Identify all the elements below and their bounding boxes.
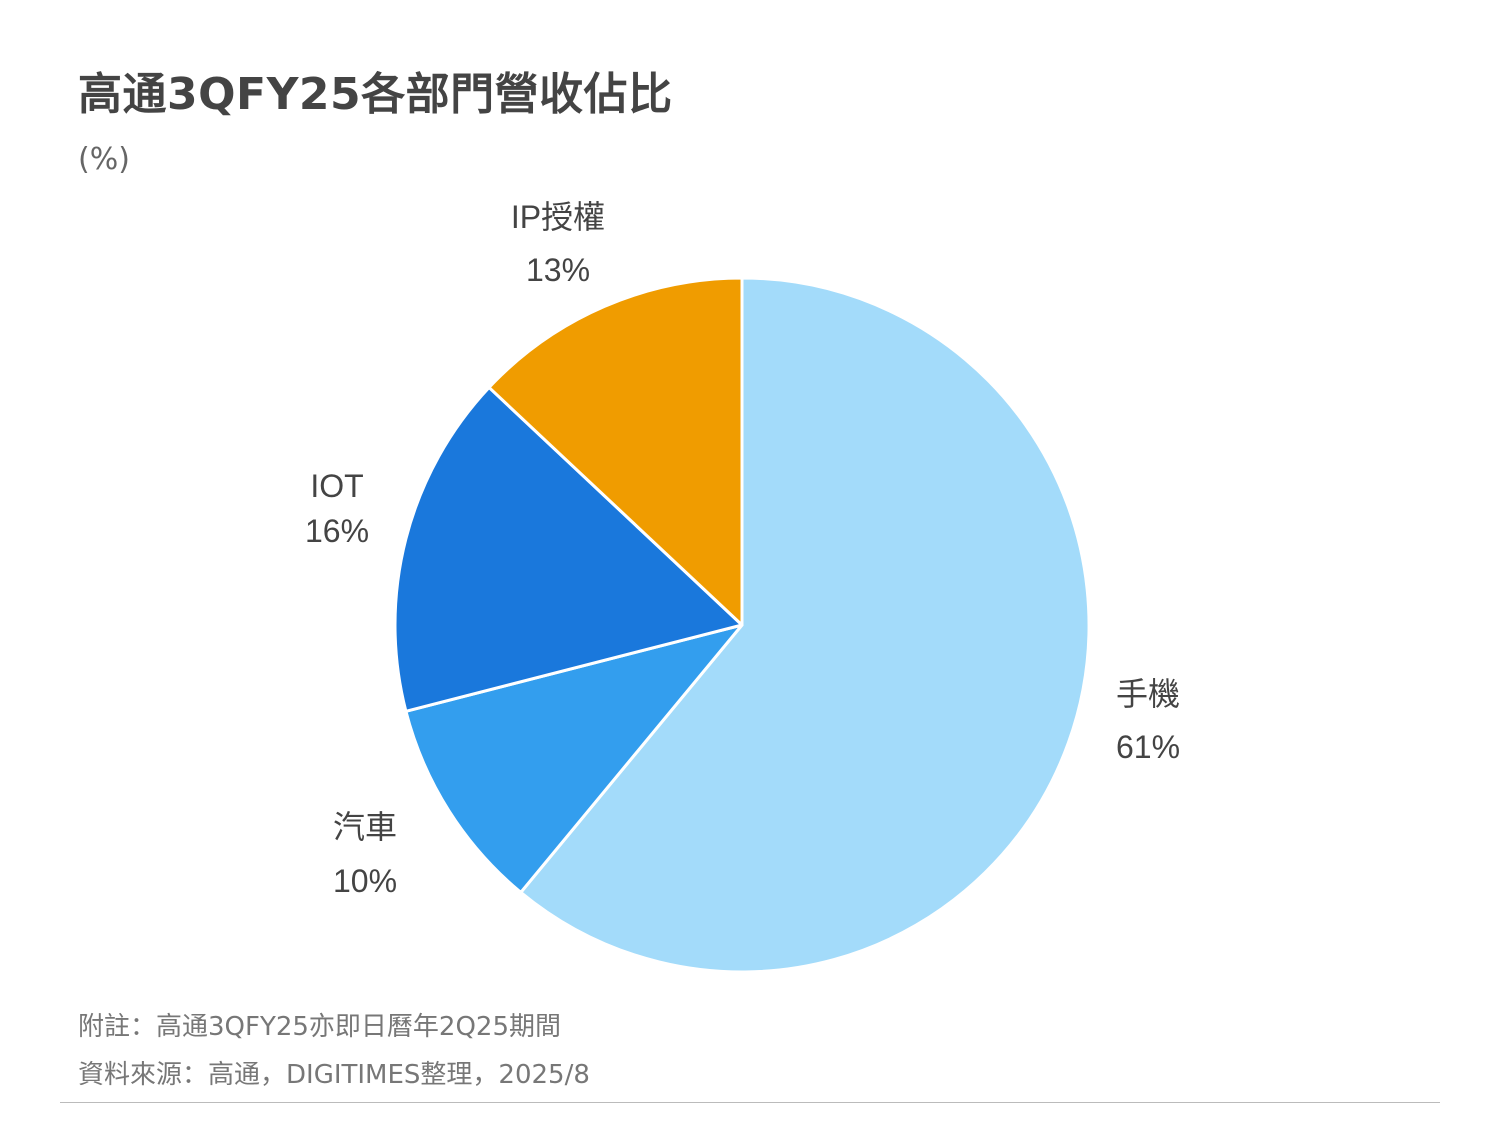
pie-slices bbox=[393, 276, 1091, 974]
slice-label-2: IOT bbox=[310, 468, 363, 504]
pie-slice-3 bbox=[487, 276, 744, 627]
slice-value-label-0: 61% bbox=[1116, 729, 1180, 765]
pie-slice-2 bbox=[393, 385, 744, 713]
slice-label-3: IP授權 bbox=[511, 199, 605, 235]
chart-title: 高通3QFY25各部門營收佔比 bbox=[78, 69, 673, 120]
source-note: 資料來源：高通，DIGITIMES整理，2025/8 bbox=[78, 1060, 590, 1090]
unit-label: (%) bbox=[78, 142, 130, 177]
pie-slice-1 bbox=[404, 623, 744, 894]
slice-value-label-1: 10% bbox=[333, 863, 397, 899]
pie-labels: 手機 61% 汽車 10% IOT 16% IP授權 13% bbox=[305, 199, 1180, 899]
slice-value-label-3: 13% bbox=[526, 252, 590, 288]
footnote: 附註：高通3QFY25亦即日曆年2Q25期間 bbox=[78, 1012, 562, 1042]
slice-label-0: 手機 bbox=[1116, 676, 1180, 712]
pie-slice-0 bbox=[519, 276, 1091, 974]
slice-value-label-2: 16% bbox=[305, 513, 369, 549]
bottom-divider bbox=[60, 1102, 1440, 1103]
slice-label-1: 汽車 bbox=[333, 809, 397, 845]
